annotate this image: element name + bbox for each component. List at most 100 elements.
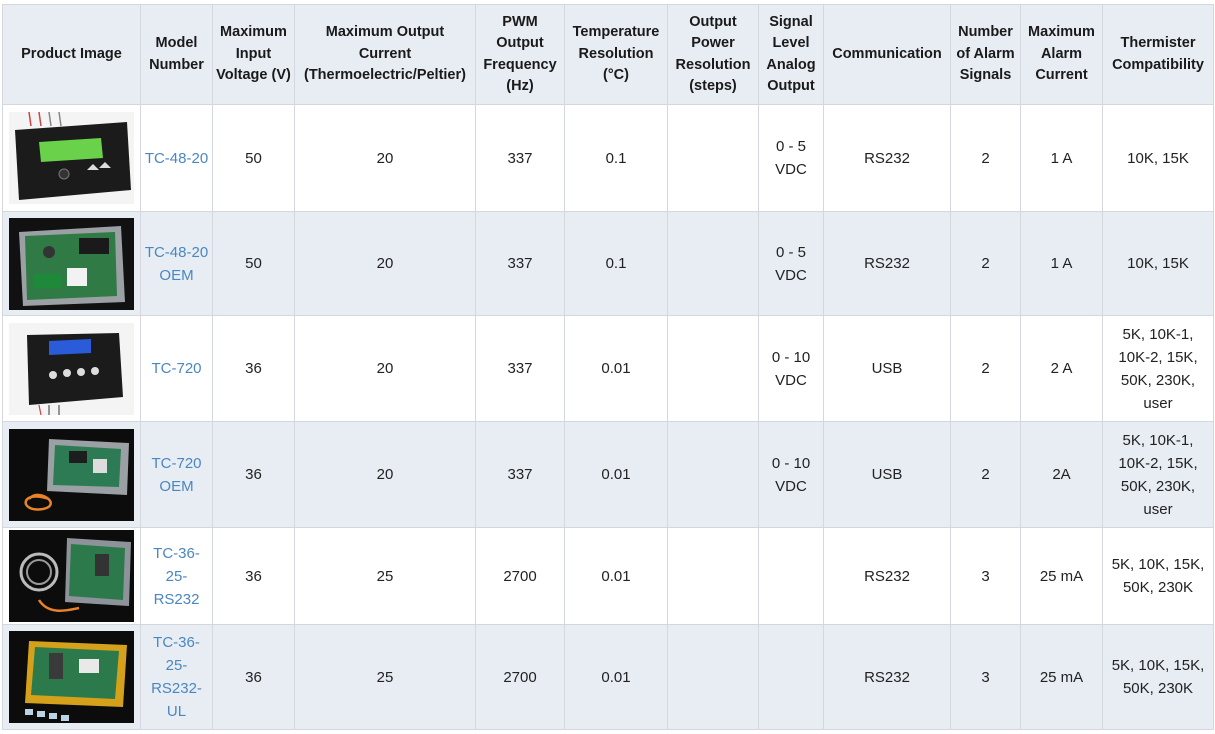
max-input-voltage-cell: 50 (212, 104, 295, 212)
temperature-resolution-cell: 0.01 (564, 315, 668, 422)
max-input-voltage-cell: 36 (212, 624, 295, 730)
alarm-signals-cell: 3 (950, 624, 1021, 730)
temperature-resolution-cell: 0.01 (564, 527, 668, 625)
table-row: TC-48-20 OEM 50 20 337 0.1 0 - 5 VDC RS232 2 1 A… (2, 211, 1214, 316)
product-image[interactable] (9, 428, 134, 521)
max-output-current-cell: 20 (294, 104, 476, 212)
max-input-voltage-cell: 36 (212, 315, 295, 422)
communication-cell: RS232 (823, 527, 951, 625)
col-header-pwm-frequency: PWM Output Frequency (Hz) (475, 4, 565, 105)
max-output-current-cell: 25 (294, 624, 476, 730)
temperature-resolution-cell: 0.01 (564, 624, 668, 730)
communication-cell: RS232 (823, 104, 951, 212)
alarm-signals-cell: 2 (950, 421, 1021, 528)
col-header-temperature-resolution: Temperature Resolution (°C) (564, 4, 668, 105)
product-image[interactable] (9, 631, 134, 723)
table-row: TC-48-20 50 20 337 0.1 0 - 5 VDC RS232 2 1 A 10K,… (2, 104, 1214, 212)
alarm-current-cell: 1 A (1020, 104, 1103, 212)
model-number-cell: TC-48-20 (140, 104, 213, 212)
max-output-current-cell: 25 (294, 527, 476, 625)
max-input-voltage-cell: 50 (212, 211, 295, 316)
table-row: TC-720 36 20 337 0.01 0 - 10 VDC USB 2 2 A 5K, 10… (2, 315, 1214, 422)
max-input-voltage-cell: 36 (212, 527, 295, 625)
product-image-cell (2, 624, 141, 730)
model-number-link[interactable]: TC-36-25-RS232 (153, 544, 200, 608)
product-image-cell (2, 315, 141, 422)
pwm-frequency-cell: 2700 (475, 624, 565, 730)
communication-cell: USB (823, 421, 951, 528)
pwm-frequency-cell: 337 (475, 211, 565, 316)
alarm-current-cell: 25 mA (1020, 527, 1103, 625)
communication-cell: USB (823, 315, 951, 422)
model-number-cell: TC-36-25-RS232-UL (140, 624, 213, 730)
product-image[interactable] (9, 322, 134, 415)
col-header-max-alarm-current: Maximum Alarm Current (1020, 4, 1103, 105)
col-header-product-image: Product Image (2, 4, 141, 105)
product-image[interactable] (9, 112, 134, 204)
analog-output-cell (758, 527, 824, 625)
max-output-current-cell: 20 (294, 211, 476, 316)
product-image-cell (2, 211, 141, 316)
table-row: TC-720 OEM 36 20 337 0.01 0 - 10 VDC USB 2 2A 5K,… (2, 421, 1214, 528)
table-row: TC-36-25-RS232 36 25 2700 0.01 RS232 3 25 mA 5K,… (2, 527, 1214, 625)
alarm-current-cell: 2 A (1020, 315, 1103, 422)
max-output-current-cell: 20 (294, 421, 476, 528)
alarm-current-cell: 25 mA (1020, 624, 1103, 730)
model-number-link[interactable]: TC-36-25-RS232-UL (151, 634, 202, 720)
output-power-resolution-cell (667, 624, 759, 730)
model-number-link[interactable]: TC-48-20 OEM (144, 243, 209, 284)
alarm-signals-cell: 2 (950, 211, 1021, 316)
col-header-signal-level-analog-output: Signal Level Analog Output (758, 4, 824, 105)
model-number-cell: TC-36-25-RS232 (140, 527, 213, 625)
temperature-resolution-cell: 0.01 (564, 421, 668, 528)
output-power-resolution-cell (667, 421, 759, 528)
alarm-signals-cell: 2 (950, 315, 1021, 422)
product-comparison-table: Product Image Model Number Maximum Input… (2, 4, 1214, 730)
table-header-row: Product Image Model Number Maximum Input… (2, 4, 1214, 105)
pwm-frequency-cell: 337 (475, 315, 565, 422)
analog-output-cell: 0 - 5 VDC (758, 104, 824, 212)
pwm-frequency-cell: 337 (475, 104, 565, 212)
thermistor-compatibility-cell: 5K, 10K, 15K, 50K, 230K (1102, 624, 1214, 730)
pwm-frequency-cell: 2700 (475, 527, 565, 625)
analog-output-cell: 0 - 5 VDC (758, 211, 824, 316)
output-power-resolution-cell (667, 211, 759, 316)
col-header-output-power-resolution: Output Power Resolution (steps) (667, 4, 759, 105)
product-image[interactable] (9, 530, 134, 622)
alarm-signals-cell: 2 (950, 104, 1021, 212)
product-image[interactable] (9, 217, 134, 310)
thermistor-compatibility-cell: 5K, 10K-1, 10K-2, 15K, 50K, 230K, user (1102, 315, 1214, 422)
col-header-max-output-current: Maximum Output Current (Thermoelectric/P… (294, 4, 476, 105)
col-header-max-input-voltage: Maximum Input Voltage (V) (212, 4, 295, 105)
product-image-cell (2, 527, 141, 625)
output-power-resolution-cell (667, 104, 759, 212)
model-number-link[interactable]: TC-720 OEM (151, 454, 202, 495)
product-image-cell (2, 104, 141, 212)
model-number-cell: TC-48-20 OEM (140, 211, 213, 316)
model-number-link[interactable]: TC-48-20 (144, 149, 209, 167)
col-header-thermistor-compatibility: Thermister Compatibility (1102, 4, 1214, 105)
thermistor-compatibility-cell: 10K, 15K (1102, 104, 1214, 212)
model-number-link[interactable]: TC-720 (151, 360, 202, 377)
output-power-resolution-cell (667, 315, 759, 422)
temperature-resolution-cell: 0.1 (564, 211, 668, 316)
col-header-model-number: Model Number (140, 4, 213, 105)
analog-output-cell: 0 - 10 VDC (758, 421, 824, 528)
alarm-signals-cell: 3 (950, 527, 1021, 625)
model-number-cell: TC-720 OEM (140, 421, 213, 528)
alarm-current-cell: 1 A (1020, 211, 1103, 316)
model-number-cell: TC-720 (140, 315, 213, 422)
thermistor-compatibility-cell: 5K, 10K-1, 10K-2, 15K, 50K, 230K, user (1102, 421, 1214, 528)
temperature-resolution-cell: 0.1 (564, 104, 668, 212)
pwm-frequency-cell: 337 (475, 421, 565, 528)
communication-cell: RS232 (823, 624, 951, 730)
max-input-voltage-cell: 36 (212, 421, 295, 528)
table-row: TC-36-25-RS232-UL 36 25 2700 0.01 RS232 3 25 mA… (2, 624, 1214, 730)
communication-cell: RS232 (823, 211, 951, 316)
product-image-cell (2, 421, 141, 528)
thermistor-compatibility-cell: 10K, 15K (1102, 211, 1214, 316)
col-header-communication: Communication (823, 4, 951, 105)
alarm-current-cell: 2A (1020, 421, 1103, 528)
thermistor-compatibility-cell: 5K, 10K, 15K, 50K, 230K (1102, 527, 1214, 625)
max-output-current-cell: 20 (294, 315, 476, 422)
